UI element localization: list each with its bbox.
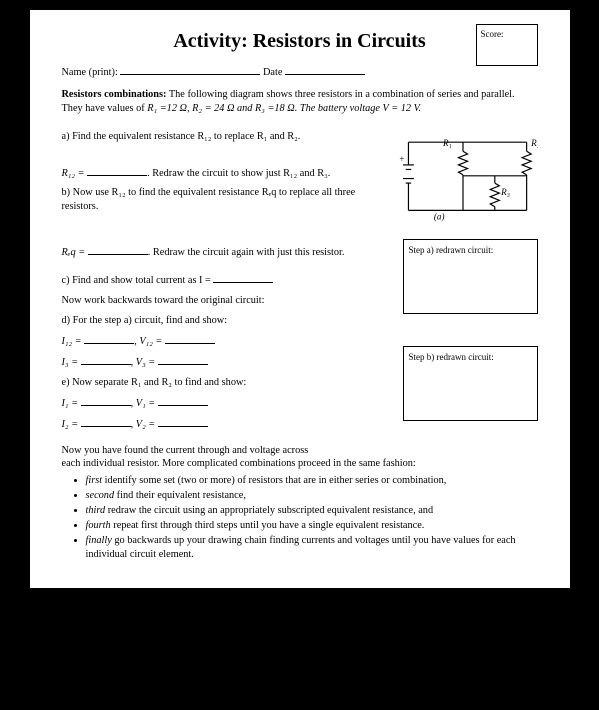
name-blank[interactable] xyxy=(120,65,260,75)
req-line: Rₑq = . Redraw the circuit again with ju… xyxy=(62,245,397,260)
name-label: Name (print): xyxy=(62,67,118,78)
score-label: Score: xyxy=(481,29,504,39)
i2-lhs: I₂ = xyxy=(62,419,79,430)
i-blank[interactable] xyxy=(213,273,273,283)
i2-blank[interactable] xyxy=(81,417,131,427)
qc-text: c) Find and show total current as I = xyxy=(62,275,211,286)
r3-label: R₃ xyxy=(500,187,510,197)
v12-blank[interactable] xyxy=(165,334,215,344)
r12-blank[interactable] xyxy=(87,166,147,176)
r2-label: R₂ xyxy=(530,137,538,147)
backwards-text: Now work backwards toward the original c… xyxy=(62,294,397,308)
e-line1: I₁ = , V₁ = xyxy=(62,396,397,411)
final-paragraph: Now you have found the current through a… xyxy=(62,444,538,562)
date-label: Date xyxy=(263,67,282,78)
name-date-row: Name (print): Date xyxy=(62,65,538,80)
right-col-boxes: Step a) redrawn circuit: Step b) redrawn… xyxy=(403,239,538,438)
question-e: e) Now separate R₁ and R₂ to find and sh… xyxy=(62,376,397,390)
v1-blank[interactable] xyxy=(158,396,208,406)
d-line1: I₁₂ = , V₁₂ = xyxy=(62,334,397,349)
i12-lhs: I₁₂ = xyxy=(62,336,82,347)
title-row: Activity: Resistors in Circuits Score: xyxy=(62,28,538,55)
step4: repeat first through third steps until y… xyxy=(111,520,425,531)
score-box: Score: xyxy=(476,24,538,66)
v3-lhs: V₃ = xyxy=(136,357,155,368)
i12-blank[interactable] xyxy=(84,334,134,344)
question-d: d) For the step a) circuit, find and sho… xyxy=(62,314,397,328)
stepa-box: Step a) redrawn circuit: xyxy=(403,239,538,314)
e-line2: I₂ = , V₂ = xyxy=(62,417,397,432)
r12-lhs: R₁₂ = xyxy=(62,168,85,179)
step4-ord: fourth xyxy=(86,520,111,531)
step1-ord: first xyxy=(86,475,103,486)
top-flex: a) Find the equivalent resistance R₁₂ to… xyxy=(62,124,538,229)
circuit-diagram: + R₁ R₂ R₃ (a) xyxy=(388,124,538,229)
page-title: Activity: Resistors in Circuits xyxy=(62,28,538,55)
r12-redraw: . Redraw the circuit to show just R₁₂ an… xyxy=(147,168,330,179)
stepb-box: Step b) redrawn circuit: xyxy=(403,346,538,421)
v2-lhs: V₂ = xyxy=(136,419,155,430)
worksheet-page: Activity: Resistors in Circuits Score: N… xyxy=(30,10,570,588)
v2-blank[interactable] xyxy=(158,417,208,427)
intro-bold: Resistors combinations: xyxy=(62,89,167,100)
step2-ord: second xyxy=(86,490,115,501)
list-item: fourth repeat first through third steps … xyxy=(86,519,538,533)
mid-flex: Rₑq = . Redraw the circuit again with ju… xyxy=(62,239,538,438)
stepa-title: Step a) redrawn circuit: xyxy=(409,245,494,255)
svg-text:+: + xyxy=(399,154,404,164)
step3-ord: third xyxy=(86,505,106,516)
question-b: b) Now use R₁₂ to find the equivalent re… xyxy=(62,186,382,214)
intro-values: R₁ =12 Ω, R₂ = 24 Ω and R₃ =18 Ω. The ba… xyxy=(147,103,421,114)
left-col-mid: Rₑq = . Redraw the circuit again with ju… xyxy=(62,239,403,438)
d-line2: I₃ = , V₃ = xyxy=(62,355,397,370)
circuit-svg: + R₁ R₂ R₃ (a) xyxy=(388,124,538,224)
step2: find their equivalent resistance, xyxy=(114,490,246,501)
date-blank[interactable] xyxy=(285,65,365,75)
intro-text: Resistors combinations: The following di… xyxy=(62,88,538,116)
question-c: c) Find and show total current as I = xyxy=(62,273,397,288)
r12-line: R₁₂ = . Redraw the circuit to show just … xyxy=(62,166,382,181)
i3-lhs: I₃ = xyxy=(62,357,79,368)
i1-blank[interactable] xyxy=(81,396,131,406)
stepb-title: Step b) redrawn circuit: xyxy=(409,352,494,362)
left-col-top: a) Find the equivalent resistance R₁₂ to… xyxy=(62,124,388,229)
v3-blank[interactable] xyxy=(158,355,208,365)
circuit-a-label: (a) xyxy=(433,211,444,221)
steps-list: first identify some set (two or more) of… xyxy=(86,474,538,561)
i3-blank[interactable] xyxy=(81,355,131,365)
i1-lhs: I₁ = xyxy=(62,398,79,409)
req-redraw: . Redraw the circuit again with just thi… xyxy=(148,247,345,258)
list-item: finally go backwards up your drawing cha… xyxy=(86,534,538,562)
final1: Now you have found the current through a… xyxy=(62,444,538,458)
v12-lhs: V₁₂ = xyxy=(139,336,162,347)
req-blank[interactable] xyxy=(88,245,148,255)
list-item: third redraw the circuit using an approp… xyxy=(86,504,538,518)
final2: each individual resistor. More complicat… xyxy=(62,457,538,471)
step3: redraw the circuit using an appropriatel… xyxy=(105,505,433,516)
step5-ord: finally xyxy=(86,535,112,546)
req-lhs: Rₑq = xyxy=(62,247,86,258)
list-item: second find their equivalent resistance, xyxy=(86,489,538,503)
v1-lhs: V₁ = xyxy=(136,398,155,409)
step5: go backwards up your drawing chain findi… xyxy=(86,535,516,560)
list-item: first identify some set (two or more) of… xyxy=(86,474,538,488)
r1-label: R₁ xyxy=(442,137,452,147)
question-a: a) Find the equivalent resistance R₁₂ to… xyxy=(62,130,382,144)
step1: identify some set (two or more) of resis… xyxy=(102,475,446,486)
